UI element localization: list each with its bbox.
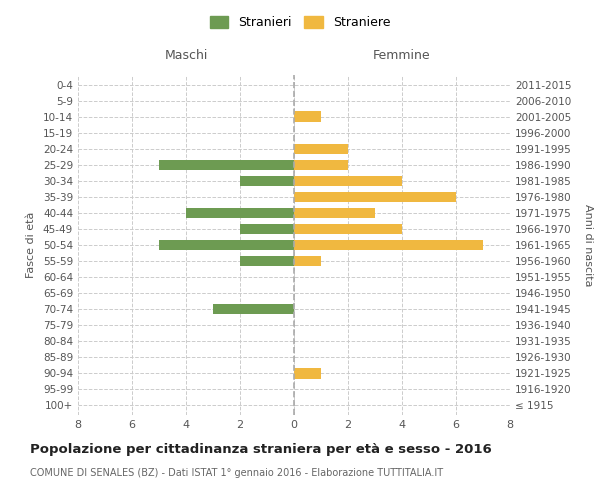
Bar xyxy=(294,240,483,250)
Bar xyxy=(159,240,294,250)
Bar xyxy=(294,176,402,186)
Y-axis label: Fasce di età: Fasce di età xyxy=(26,212,36,278)
Bar xyxy=(294,112,321,122)
Bar xyxy=(213,304,294,314)
Y-axis label: Anni di nascita: Anni di nascita xyxy=(583,204,593,286)
Text: Maschi: Maschi xyxy=(164,50,208,62)
Bar xyxy=(186,208,294,218)
Bar xyxy=(294,208,375,218)
Bar xyxy=(294,224,402,234)
Bar xyxy=(240,256,294,266)
Bar xyxy=(294,256,321,266)
Bar xyxy=(294,160,348,170)
Text: COMUNE DI SENALES (BZ) - Dati ISTAT 1° gennaio 2016 - Elaborazione TUTTITALIA.IT: COMUNE DI SENALES (BZ) - Dati ISTAT 1° g… xyxy=(30,468,443,477)
Text: Popolazione per cittadinanza straniera per età e sesso - 2016: Popolazione per cittadinanza straniera p… xyxy=(30,442,492,456)
Legend: Stranieri, Straniere: Stranieri, Straniere xyxy=(205,11,395,34)
Text: Femmine: Femmine xyxy=(373,50,431,62)
Bar xyxy=(159,160,294,170)
Bar xyxy=(294,192,456,202)
Bar xyxy=(240,224,294,234)
Bar xyxy=(240,176,294,186)
Bar xyxy=(294,144,348,154)
Bar xyxy=(294,368,321,378)
